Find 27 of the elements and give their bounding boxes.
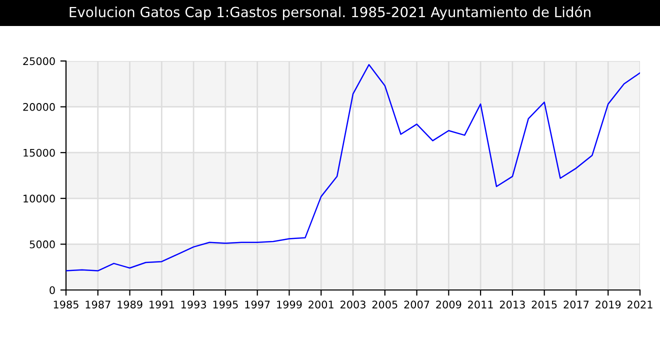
x-tick-label: 2003 <box>340 300 366 308</box>
x-tick-label: 1995 <box>213 300 238 308</box>
x-tick-label: 1997 <box>245 300 270 308</box>
x-tick-label: 1987 <box>86 300 110 308</box>
x-tick-label: 1989 <box>118 300 142 308</box>
x-tick-label: 1999 <box>277 300 302 308</box>
x-tick-label: 1991 <box>150 300 174 308</box>
x-tick-label: 2009 <box>436 300 462 308</box>
x-tick-label: 2013 <box>500 300 525 308</box>
x-tick-label: 2015 <box>532 300 557 308</box>
x-tick-label: 2005 <box>372 300 398 308</box>
y-tick-label: 5000 <box>30 240 55 248</box>
x-tick-label: 2007 <box>404 300 430 308</box>
y-tick-label: 10000 <box>24 194 55 203</box>
x-tick-label: 1985 <box>54 300 78 308</box>
y-tick-label: 20000 <box>23 103 55 111</box>
x-tick-label: 1993 <box>181 300 206 308</box>
x-tick-label: 2019 <box>596 300 621 308</box>
y-tick-label: 25000 <box>23 57 55 66</box>
x-tick-label: 2021 <box>628 300 652 308</box>
line-series <box>66 64 640 272</box>
y-tick-label: 0 <box>50 286 55 294</box>
x-tick-label: 2017 <box>564 300 589 308</box>
x-tick-label: 2011 <box>468 300 493 308</box>
chart-title: Evolucion Gatos Cap 1:Gastos personal. 1985-2021 Ayuntamiento de Lidón <box>70 6 590 20</box>
y-tick-label: 15000 <box>24 148 55 157</box>
x-tick-label: 2001 <box>308 300 334 308</box>
